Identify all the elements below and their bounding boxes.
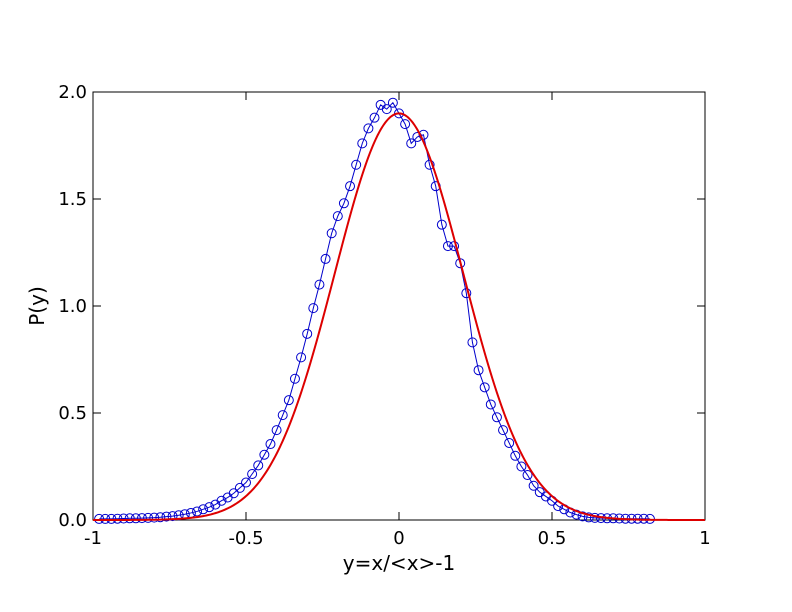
data-point-marker (94, 513, 105, 524)
data-point-marker (516, 461, 527, 472)
data-point-marker (149, 512, 160, 523)
data-point-marker (510, 450, 521, 461)
data-point-marker (357, 138, 368, 149)
data-point-marker (277, 410, 288, 421)
data-point-marker (265, 439, 276, 450)
data-point-marker (363, 123, 374, 134)
data-point-marker (247, 468, 258, 479)
gaussian-fit-curve (92, 112, 706, 521)
x-tick-label: -1 (84, 528, 102, 549)
data-point-marker (491, 412, 502, 423)
data-point-marker (406, 138, 417, 149)
data-point-marker (424, 159, 435, 170)
data-point-marker (302, 328, 313, 339)
y-tick-label: 0.5 (58, 403, 87, 424)
plot-frame (92, 91, 706, 521)
data-point-marker (387, 97, 398, 108)
data-point-marker (467, 337, 478, 348)
data-point-marker (155, 512, 166, 523)
data-point-marker (528, 480, 539, 491)
data-point-marker (234, 482, 245, 493)
y-axis-label: P(y) (25, 286, 49, 326)
data-point-marker (124, 513, 135, 524)
data-point-marker (100, 513, 111, 524)
data-point-marker (436, 219, 447, 230)
data-point-marker (583, 512, 594, 523)
data-point-marker (167, 511, 178, 522)
data-point-marker (204, 502, 215, 513)
data-point-marker (332, 211, 343, 222)
x-axis-label: y=x/<x>-1 (343, 551, 455, 575)
data-point-marker (192, 506, 203, 517)
data-point-marker (259, 449, 270, 460)
data-point-marker (522, 470, 533, 481)
data-point-marker (130, 513, 141, 524)
data-point-marker (241, 477, 251, 488)
data-point-marker (118, 513, 129, 524)
data-point-marker (253, 460, 264, 471)
data-point-marker (369, 112, 380, 123)
x-tick-label: 1 (699, 528, 710, 549)
data-point-marker (418, 129, 429, 140)
ticks (92, 91, 706, 521)
data-point-marker (381, 104, 392, 115)
data-point-marker (314, 279, 325, 290)
data-point-marker (136, 513, 147, 524)
x-tick-label: 0 (393, 528, 404, 549)
data-point-marker (161, 511, 172, 522)
data-point-marker (228, 488, 239, 499)
data-point-marker (283, 395, 294, 406)
data-point-marker (289, 373, 300, 384)
data-series-line (99, 101, 650, 520)
data-point-marker (400, 119, 411, 130)
data-point-marker (216, 495, 227, 506)
data-point-marker (485, 399, 496, 410)
data-point-marker (143, 512, 154, 523)
data-point-marker (296, 352, 307, 363)
data-point-marker (473, 365, 484, 376)
data-point-marker (479, 382, 490, 393)
series-layer (92, 97, 706, 524)
data-point-marker (320, 253, 331, 264)
y-tick-label: 0.0 (58, 510, 87, 531)
tick-labels: -1 -0.5 0 0.5 1 0.0 0.5 1.0 1.5 2.0 (58, 82, 710, 549)
data-point-marker (351, 159, 362, 170)
data-point-marker (577, 511, 588, 522)
data-point-marker (442, 241, 453, 252)
y-tick-label: 1.0 (58, 296, 87, 317)
data-point-marker (589, 512, 600, 523)
data-point-marker (308, 303, 319, 314)
data-point-marker (112, 513, 123, 524)
data-point-marker (504, 437, 515, 448)
y-tick-label: 2.0 (58, 82, 87, 103)
data-point-marker (338, 198, 349, 209)
data-point-marker (498, 425, 509, 436)
data-point-marker (106, 513, 117, 524)
data-point-marker (198, 504, 209, 515)
data-point-marker (271, 425, 282, 436)
data-point-marker (326, 228, 337, 239)
y-tick-label: 1.5 (58, 189, 87, 210)
data-point-marker (345, 181, 356, 192)
x-tick-label: 0.5 (538, 528, 567, 549)
x-tick-label: -0.5 (228, 528, 263, 549)
